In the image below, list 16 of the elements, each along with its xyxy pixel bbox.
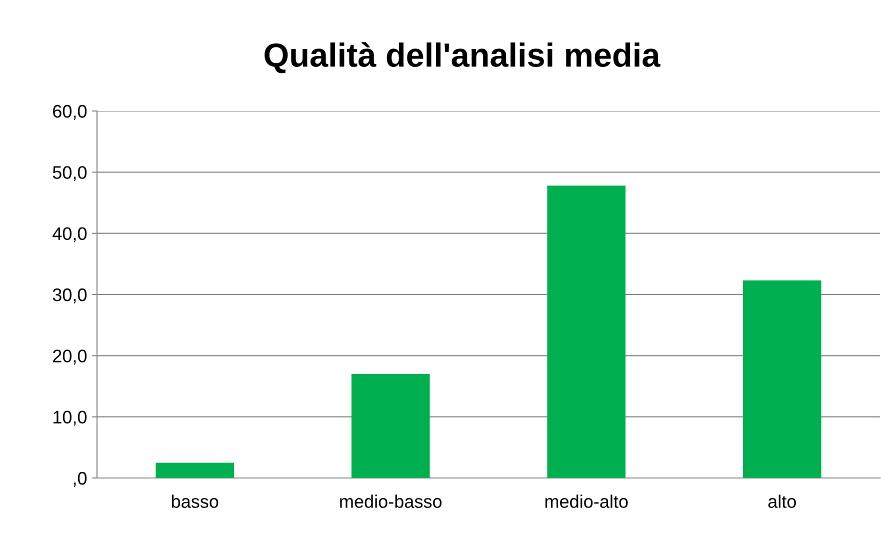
- x-tick-label: medio-basso: [340, 494, 442, 508]
- y-tick-label: 20,0: [53, 350, 87, 365]
- chart-title: Qualità dell'analisi media: [264, 42, 660, 74]
- x-tick-label: basso: [172, 494, 218, 508]
- y-tick-label: ,0: [74, 472, 87, 487]
- bar: [156, 462, 234, 478]
- y-tick-label: 40,0: [52, 227, 87, 242]
- x-tick-label: alto: [768, 494, 796, 508]
- x-tick-label: medio-alto: [545, 494, 628, 508]
- y-tick-label: 10,0: [54, 410, 87, 426]
- bar: [742, 280, 822, 478]
- bar: [351, 374, 430, 478]
- y-tick-label: 30,0: [52, 288, 87, 304]
- bar: [547, 186, 626, 478]
- y-tick-label: 60,0: [53, 104, 87, 120]
- y-tick-label: 50,0: [52, 166, 87, 182]
